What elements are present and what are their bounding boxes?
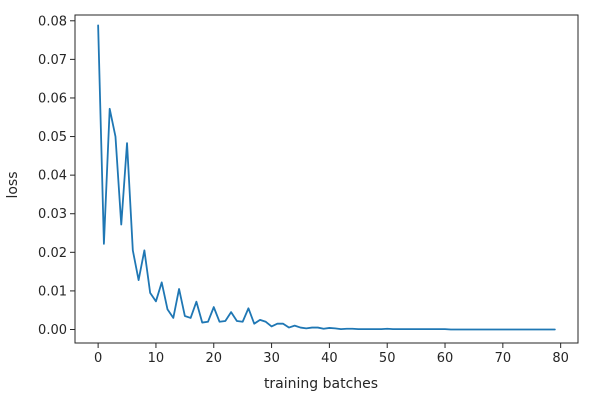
loss-series-line xyxy=(97,24,556,331)
y-tick-label: 0.06 xyxy=(38,91,67,106)
y-tick-label: 0.05 xyxy=(38,130,67,145)
y-tick-label: 0.00 xyxy=(38,323,67,338)
x-tick-label: 70 xyxy=(495,351,512,366)
x-axis-title: training batches xyxy=(264,376,378,392)
x-tick-label: 80 xyxy=(552,351,569,366)
x-tick-label: 0 xyxy=(94,351,102,366)
y-tick-label: 0.01 xyxy=(38,284,67,299)
x-tick-label: 30 xyxy=(263,351,280,366)
y-tick-label: 0.04 xyxy=(38,169,67,184)
plot-area: 0 10 20 30 40 50 60 70 80 0.00 0.01 0.02 0.03 0.04 0.0… xyxy=(38,14,579,366)
x-tick-label: 60 xyxy=(437,351,454,366)
x-tick-label: 10 xyxy=(148,351,165,366)
y-tick-label: 0.08 xyxy=(38,14,67,29)
x-tick-label: 40 xyxy=(321,351,338,366)
axes-frame xyxy=(74,14,579,344)
y-axis-title: loss xyxy=(5,171,21,198)
x-tick-label: 20 xyxy=(205,351,222,366)
y-tick-label: 0.07 xyxy=(38,53,67,68)
x-tick-label: 50 xyxy=(379,351,396,366)
y-tick-label: 0.02 xyxy=(38,246,67,261)
y-tick-label: 0.03 xyxy=(38,207,67,222)
